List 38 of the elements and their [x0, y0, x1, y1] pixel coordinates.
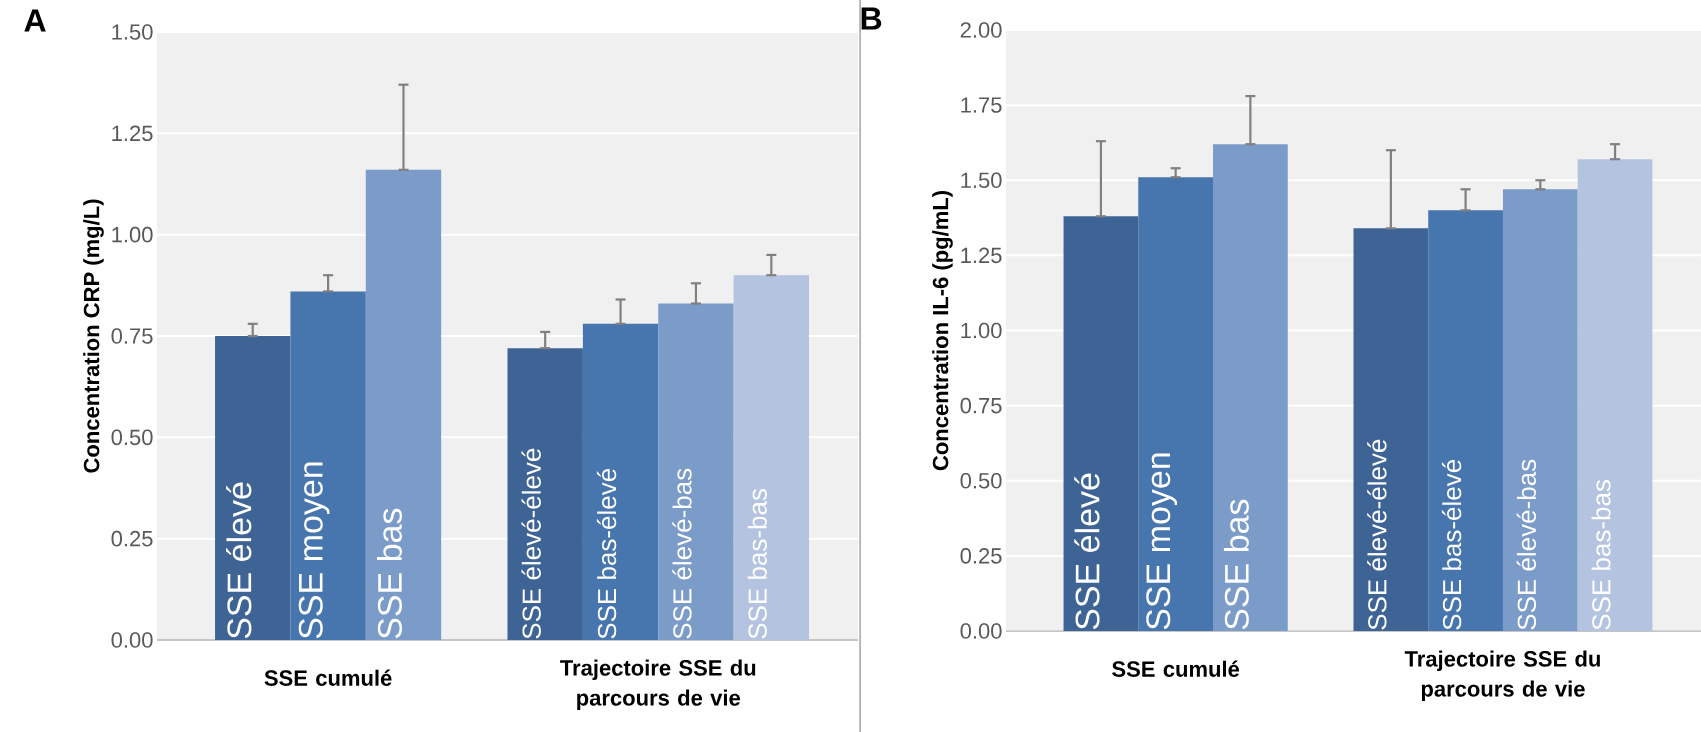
text: Trajectoire SSE du parcours de vie [1404, 650, 1600, 702]
y-tick-label: 0.25 [960, 548, 1002, 564]
y-tick-label: 0.50 [960, 472, 1002, 489]
text: SSE cumulé [264, 669, 392, 686]
text: SSE cumulé [1112, 660, 1240, 677]
y-tick-label: 2.00 [960, 22, 1002, 38]
x-tick-label: SSE bas-élevé [596, 469, 617, 639]
x-tick-label: SSE élevé-élevé [521, 448, 541, 639]
text: Trajectoire SSE du parcours de vie [560, 659, 756, 711]
x-tick-label: SSE moyen [298, 462, 330, 639]
y-axis-title: Concentration CRP (mg/L) [83, 199, 104, 473]
y-tick-label: 0.75 [111, 328, 153, 344]
x-tick-label: SSE élevé-bas [672, 468, 692, 639]
y-tick-label: 0.00 [111, 632, 153, 648]
x-tick-label: SSE bas [1223, 499, 1249, 630]
y-tick-label: 0.25 [111, 530, 153, 547]
x-tick-label: SSE élevé-bas [1516, 459, 1537, 630]
y-tick-label: 0.50 [111, 429, 153, 446]
y-tick-label: 1.50 [961, 172, 1002, 189]
x-tick-label: SSE bas [377, 508, 402, 639]
x-tick-label: SSE moyen [1146, 453, 1178, 630]
x-tick-label: SSE élevé-élevé [1367, 439, 1387, 630]
x-tick-label: SSE élevé [1074, 473, 1100, 630]
x-tick-label: SSE bas-bas [1591, 480, 1611, 630]
y-tick-label: 1.00 [961, 322, 1002, 339]
chart-title: B [861, 7, 882, 30]
y-tick-label: 1.25 [961, 247, 1002, 264]
y-tick-label: 0.75 [960, 397, 1002, 414]
chart-title: A [24, 9, 46, 32]
y-tick-label: 1.00 [112, 226, 153, 243]
x-tick-label: SSE bas-élevé [1441, 460, 1462, 630]
x-tick-label: SSE élevé [226, 482, 252, 639]
y-tick-label: 1.50 [112, 24, 153, 40]
y-tick-label: 1.75 [961, 97, 1002, 113]
x-tick-label: SSE bas-bas [747, 489, 767, 639]
y-axis-title: Concentration IL-6 (pg/mL) [932, 191, 953, 471]
y-tick-label: 0.00 [960, 623, 1002, 639]
y-tick-label: 1.25 [112, 125, 153, 142]
